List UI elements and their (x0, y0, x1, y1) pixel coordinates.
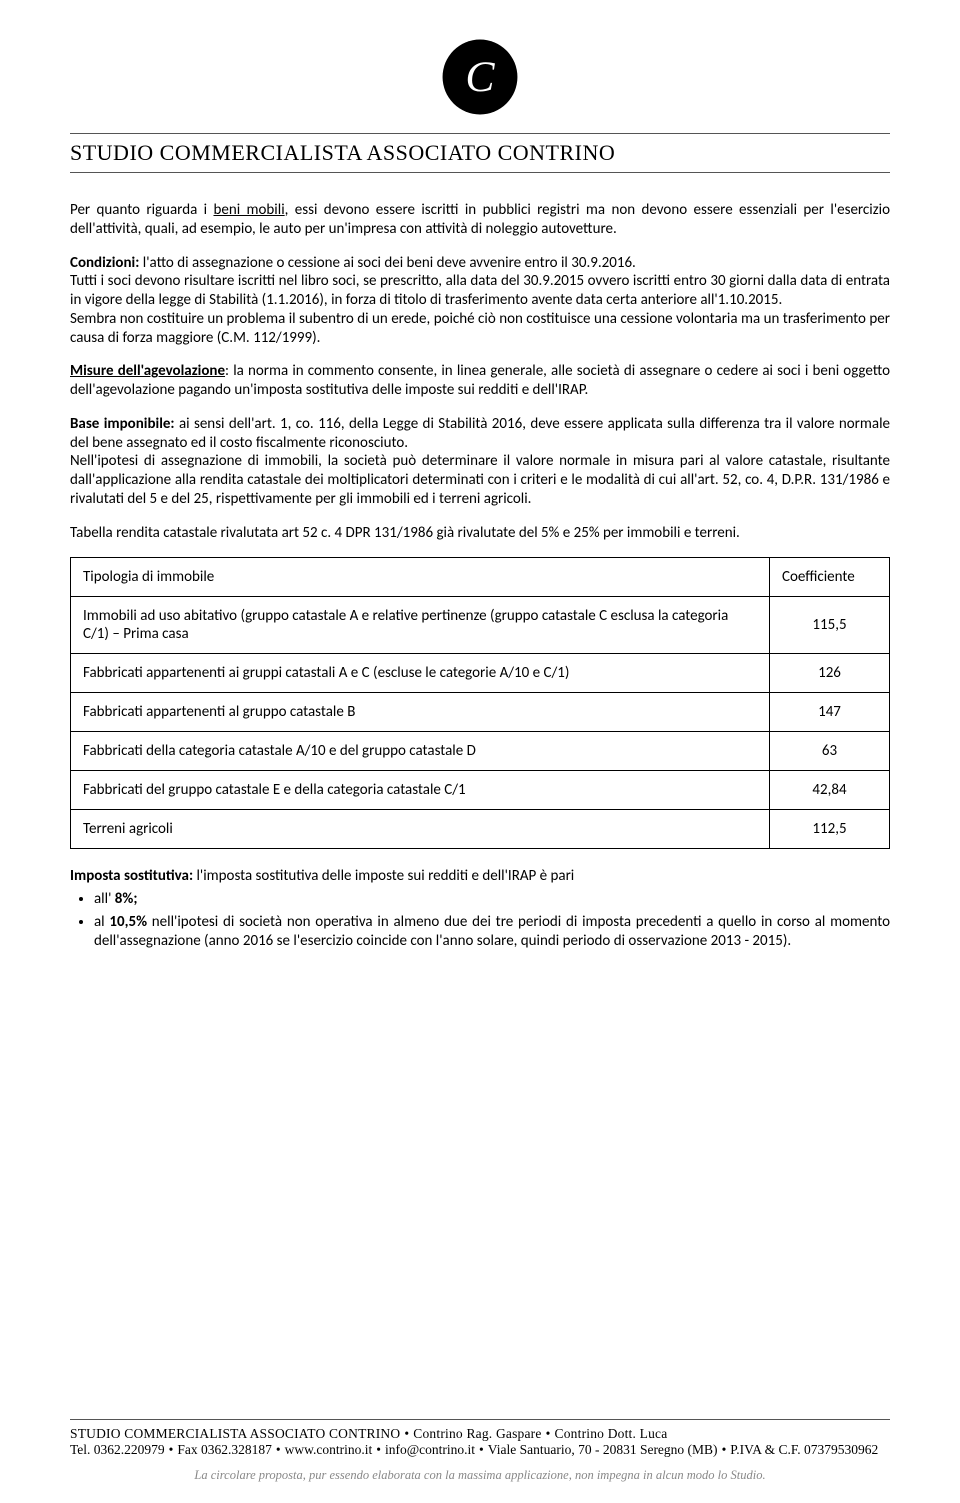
text-bold: Condizioni: (70, 254, 139, 272)
separator-dot-icon: • (372, 1442, 385, 1457)
table-row: Immobili ad uso abitativo (gruppo catast… (71, 597, 890, 654)
footer-piva: P.IVA & C.F. 07379530962 (730, 1442, 878, 1457)
footer-addr: Viale Santuario, 70 - 20831 Seregno (MB) (488, 1442, 718, 1457)
table-cell-coef: 126 (770, 654, 890, 693)
document-page: C STUDIO COMMERCIALISTA ASSOCIATO CONTRI… (0, 0, 960, 950)
text: ai sensi dell'art. 1, co. 116, della Leg… (70, 415, 890, 452)
paragraph-beni-mobili: Per quanto riguarda i beni mobili, essi … (70, 201, 890, 239)
table-cell-coef: 63 (770, 732, 890, 771)
logo-icon: C (441, 38, 519, 116)
table-header-row: Tipologia di immobile Coefficiente (71, 558, 890, 597)
text-bold: 10,5% (109, 913, 147, 931)
text-bold: Base imponibile: (70, 415, 175, 433)
table-cell-label: Immobili ad uso abitativo (gruppo catast… (71, 597, 770, 654)
paragraph-misure: Misure dell'agevolazione: la norma in co… (70, 362, 890, 400)
paragraph-erede: Sembra non costituire un problema il sub… (70, 310, 890, 348)
paragraph-immobili: Nell'ipotesi di assegnazione di immobili… (70, 452, 890, 508)
separator-dot-icon: • (718, 1442, 731, 1457)
table-row: Fabbricati della categoria catastale A/1… (71, 732, 890, 771)
table-header-coefficiente: Coefficiente (770, 558, 890, 597)
table-cell-coef: 147 (770, 693, 890, 732)
table-cell-label: Fabbricati appartenenti ai gruppi catast… (71, 654, 770, 693)
list-item: al 10,5% nell'ipotesi di società non ope… (94, 913, 890, 951)
text-bold-underline: Misure dell'agevolazione (70, 362, 225, 380)
table-cell-label: Terreni agricoli (71, 810, 770, 849)
list-item: all' 8%; (94, 890, 890, 909)
text-underline: beni mobili (213, 201, 284, 219)
separator-dot-icon: • (475, 1442, 488, 1457)
table-header-tipologia: Tipologia di immobile (71, 558, 770, 597)
paragraph-condizioni: Condizioni: l'atto di assegnazione o ces… (70, 254, 890, 273)
footer-firm: STUDIO COMMERCIALISTA ASSOCIATO CONTRINO (70, 1426, 400, 1441)
table-cell-label: Fabbricati della categoria catastale A/1… (71, 732, 770, 771)
footer-email: info@contrino.it (385, 1442, 475, 1457)
bullet-list: all' 8%; al 10,5% nell'ipotesi di societ… (94, 890, 890, 950)
separator-dot-icon: • (165, 1442, 178, 1457)
text: l'atto di assegnazione o cessione ai soc… (139, 254, 635, 272)
table-cell-coef: 42,84 (770, 771, 890, 810)
footer-line-contacts: Tel. 0362.220979•Fax 0362.328187•www.con… (70, 1442, 890, 1458)
footer-tel: Tel. 0362.220979 (70, 1442, 165, 1457)
paragraph-imposta: Imposta sostitutiva: l'imposta sostituti… (70, 867, 890, 886)
header-firm-name: STUDIO COMMERCIALISTA ASSOCIATO CONTRINO (70, 133, 890, 173)
svg-text:C: C (465, 53, 495, 101)
paragraph-tabella-intro: Tabella rendita catastale rivalutata art… (70, 524, 890, 543)
footer-web: www.contrino.it (285, 1442, 373, 1457)
text-bold: Imposta sostitutiva: (70, 867, 193, 885)
footer-line-names: STUDIO COMMERCIALISTA ASSOCIATO CONTRINO… (70, 1426, 890, 1442)
text-bold: 8%; (115, 890, 138, 908)
text: al (94, 913, 109, 931)
page-footer: STUDIO COMMERCIALISTA ASSOCIATO CONTRINO… (70, 1419, 890, 1483)
header-logo: C (70, 38, 890, 121)
text: all' (94, 890, 115, 908)
paragraph-soci: Tutti i soci devono risultare iscritti n… (70, 272, 890, 310)
table-cell-label: Fabbricati del gruppo catastale E e dell… (71, 771, 770, 810)
document-body: Per quanto riguarda i beni mobili, essi … (70, 201, 890, 950)
footer-fax: Fax 0362.328187 (177, 1442, 272, 1457)
separator-dot-icon: • (400, 1426, 413, 1441)
table-cell-coef: 115,5 (770, 597, 890, 654)
text: nell'ipotesi di società non operativa in… (94, 913, 890, 950)
footer-name2: Contrino Dott. Luca (555, 1426, 668, 1441)
table-row: Fabbricati del gruppo catastale E e dell… (71, 771, 890, 810)
table-row: Fabbricati appartenenti al gruppo catast… (71, 693, 890, 732)
coefficient-table: Tipologia di immobile Coefficiente Immob… (70, 557, 890, 849)
table-row: Fabbricati appartenenti ai gruppi catast… (71, 654, 890, 693)
table-row: Terreni agricoli 112,5 (71, 810, 890, 849)
table-cell-label: Fabbricati appartenenti al gruppo catast… (71, 693, 770, 732)
text: Per quanto riguarda i (70, 201, 213, 219)
footer-name1: Contrino Rag. Gaspare (413, 1426, 541, 1441)
separator-dot-icon: • (272, 1442, 285, 1457)
table-cell-coef: 112,5 (770, 810, 890, 849)
footer-tagline: La circolare proposta, pur essendo elabo… (70, 1468, 890, 1483)
text: l'imposta sostitutiva delle imposte sui … (193, 867, 574, 885)
paragraph-base-imponibile: Base imponibile: ai sensi dell'art. 1, c… (70, 415, 890, 453)
separator-dot-icon: • (542, 1426, 555, 1441)
